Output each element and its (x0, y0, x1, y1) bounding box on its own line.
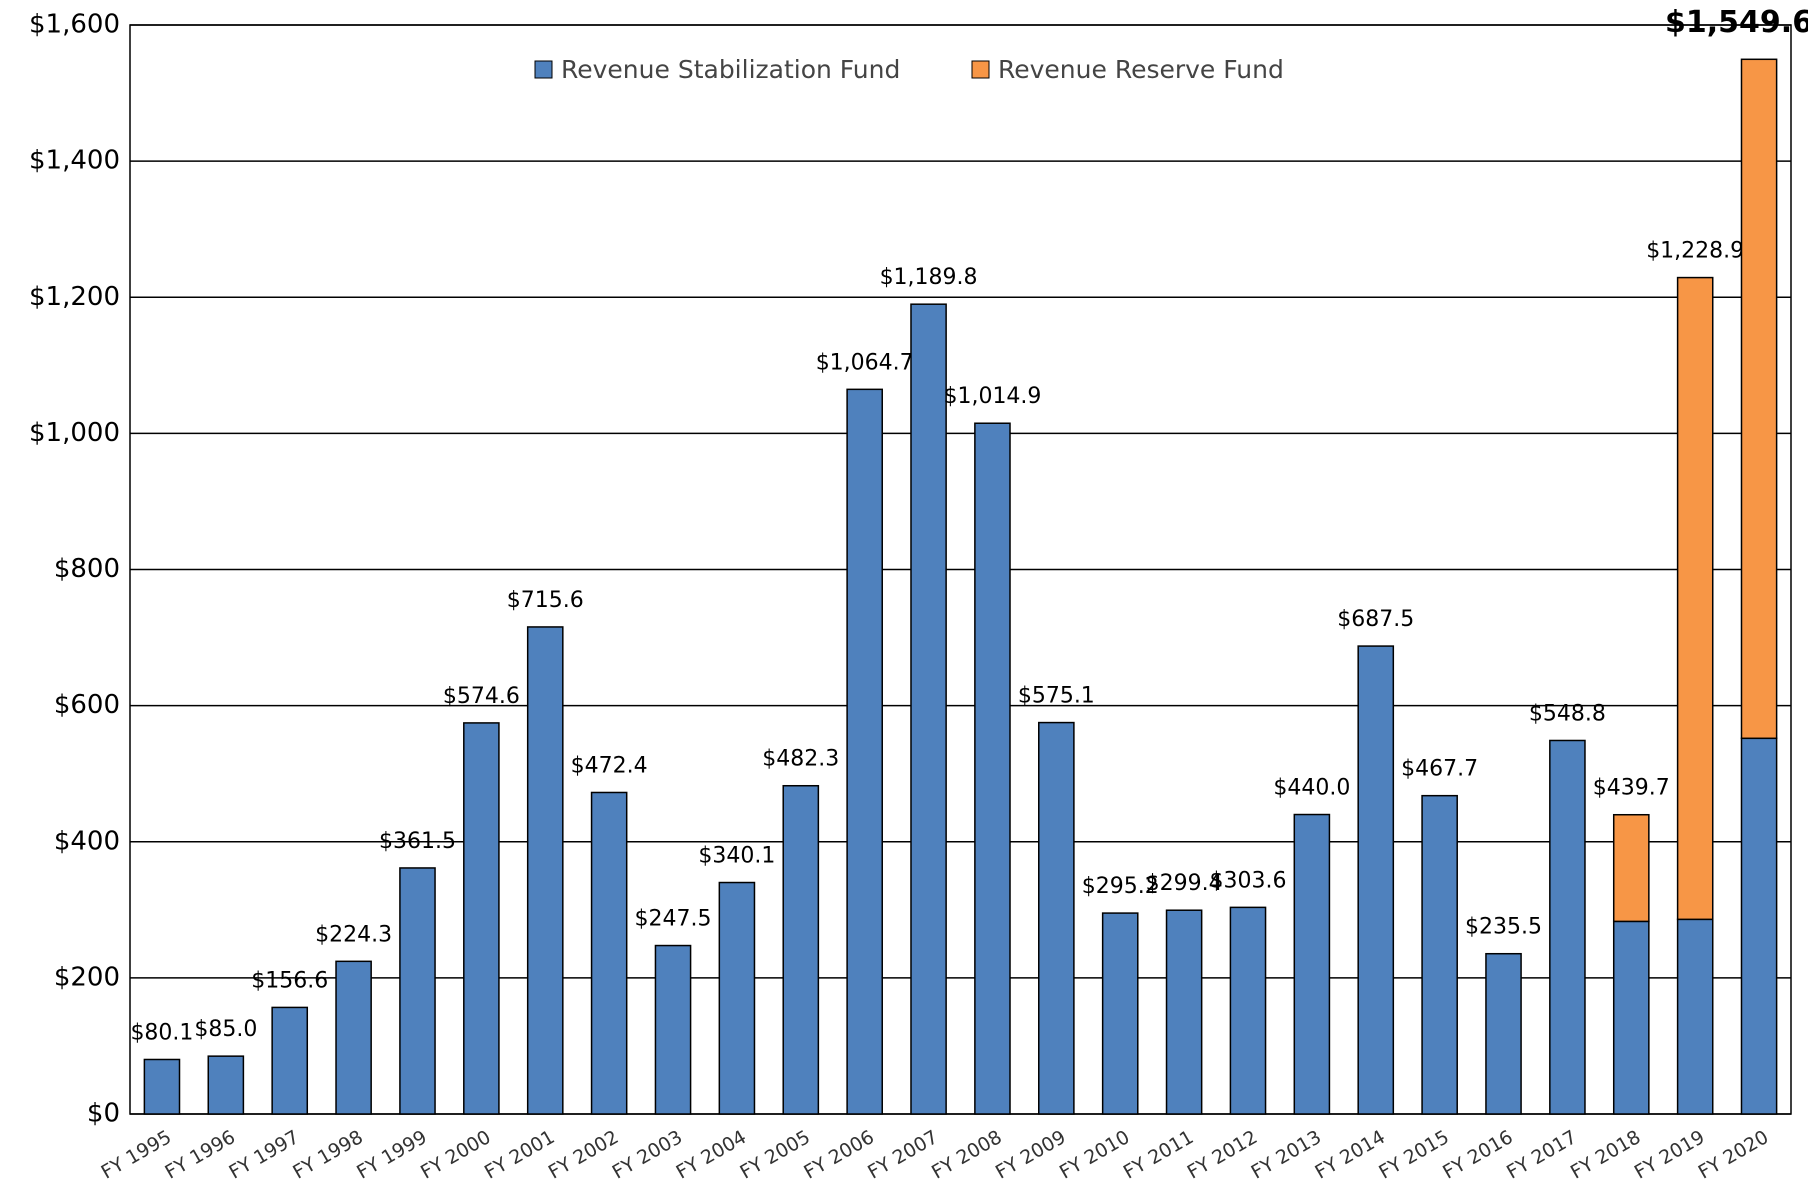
bar-segment (782, 784, 820, 1115)
x-tick-label: FY 2020 (1695, 1126, 1773, 1184)
bar-segment (1612, 813, 1650, 923)
x-tick-label: FY 1997 (225, 1126, 303, 1184)
bar-segment (1165, 909, 1203, 1115)
bar-segment (1229, 906, 1267, 1115)
y-tick-label: $1,400 (29, 146, 120, 176)
bar-segment (399, 867, 436, 1115)
bar-segment (271, 1006, 309, 1115)
bar-segment (974, 422, 1011, 1115)
value-label: $85.0 (194, 1017, 257, 1042)
bar-segment (1676, 918, 1714, 1115)
value-label: $299.4 (1146, 871, 1223, 896)
bar-segment (846, 388, 883, 1115)
x-tick-label: FY 2010 (1056, 1126, 1134, 1184)
legend-swatch (971, 60, 990, 79)
value-label: $482.3 (762, 747, 839, 772)
bar-segment (1357, 645, 1395, 1115)
x-tick-label: FY 2002 (545, 1126, 623, 1184)
legend-swatch (534, 60, 553, 79)
x-tick-label: FY 2005 (736, 1126, 814, 1184)
bar-segment (718, 881, 756, 1115)
x-tick-label: FY 2006 (800, 1126, 878, 1184)
value-label: $548.8 (1529, 701, 1606, 726)
value-label: $472.4 (571, 753, 648, 778)
x-tick-label: FY 2016 (1439, 1126, 1517, 1184)
legend-label: Revenue Stabilization Fund (561, 55, 900, 84)
bar-segment (1740, 737, 1778, 1115)
value-label: $235.5 (1465, 915, 1542, 940)
value-label: $80.1 (130, 1020, 193, 1045)
x-tick-label: FY 2019 (1631, 1126, 1709, 1184)
bar-segment (1485, 952, 1522, 1115)
value-label: $1,064.7 (816, 350, 914, 375)
value-label: $340.1 (698, 844, 775, 869)
bar-segment (526, 626, 564, 1115)
value-label: $1,014.9 (943, 384, 1041, 409)
value-label: $439.7 (1593, 776, 1670, 801)
value-label: $303.6 (1209, 868, 1286, 893)
value-label: $440.0 (1273, 776, 1350, 801)
x-tick-label: FY 2017 (1503, 1126, 1581, 1184)
bar-segment (207, 1055, 245, 1115)
x-tick-label: FY 2013 (1247, 1126, 1325, 1184)
value-label: $224.3 (315, 922, 392, 947)
bar-segment (1676, 276, 1714, 921)
bar-segment (1101, 912, 1139, 1115)
value-label: $295.2 (1082, 874, 1159, 899)
y-tick-label: $0 (87, 1099, 120, 1129)
value-label: $467.7 (1401, 757, 1478, 782)
bar-segment (590, 791, 628, 1115)
bar-segment (1038, 721, 1075, 1115)
y-tick-label: $800 (54, 554, 120, 584)
value-label: $247.5 (635, 907, 712, 932)
bar-segment (654, 944, 692, 1115)
x-tick-label: FY 2009 (992, 1126, 1070, 1184)
y-tick-label: $1,600 (29, 10, 120, 40)
x-tick-label: FY 2000 (417, 1126, 495, 1184)
x-tick-label: FY 2001 (481, 1126, 559, 1184)
value-label: $1,549.6 (1665, 5, 1808, 40)
value-label: $156.6 (251, 968, 328, 993)
legend-label: Revenue Reserve Fund (998, 55, 1284, 84)
value-label: $575.1 (1018, 684, 1095, 709)
bar-segment (1740, 58, 1778, 740)
x-tick-label: FY 2018 (1567, 1126, 1645, 1184)
y-tick-label: $200 (54, 962, 120, 992)
x-tick-label: FY 2015 (1375, 1126, 1453, 1184)
x-tick-label: FY 1996 (161, 1126, 239, 1184)
x-tick-label: FY 2012 (1184, 1126, 1262, 1184)
bar-segment (1612, 920, 1650, 1115)
value-label: $361.5 (379, 829, 456, 854)
value-label: $1,189.8 (880, 265, 978, 290)
x-tick-label: FY 1998 (289, 1126, 367, 1184)
bar-segment (1549, 739, 1586, 1115)
x-tick-label: FY 1995 (98, 1126, 176, 1184)
y-tick-label: $400 (54, 826, 120, 856)
x-tick-label: FY 2008 (928, 1126, 1006, 1184)
value-label: $574.6 (443, 684, 520, 709)
value-label: $715.6 (507, 588, 584, 613)
x-tick-label: FY 2004 (673, 1126, 751, 1184)
x-tick-label: FY 1999 (353, 1126, 431, 1184)
x-tick-label: FY 2003 (609, 1126, 687, 1184)
bar-segment (463, 722, 500, 1115)
plot-border (129, 24, 1792, 1115)
value-label: $1,228.9 (1646, 239, 1744, 264)
value-label: $687.5 (1337, 607, 1414, 632)
x-tick-label: FY 2014 (1311, 1126, 1389, 1184)
x-tick-label: FY 2007 (864, 1126, 942, 1184)
bar-segment (335, 960, 372, 1115)
x-tick-label: FY 2011 (1120, 1126, 1198, 1184)
bar-segment (143, 1058, 181, 1115)
bar-segment (1421, 794, 1458, 1115)
y-tick-label: $1,200 (29, 282, 120, 312)
y-tick-label: $600 (54, 690, 120, 720)
y-tick-label: $1,000 (29, 418, 120, 448)
bar-segment (910, 303, 947, 1115)
bar-segment (1293, 813, 1331, 1115)
